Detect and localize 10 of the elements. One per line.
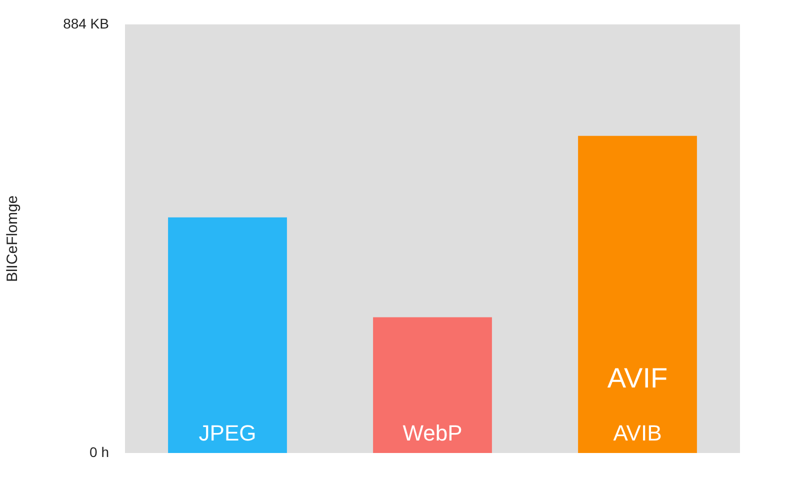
x-tick-label: AVIB [613, 420, 662, 446]
bar [373, 317, 492, 453]
x-tick-label: JPEG [198, 420, 256, 446]
bar [578, 136, 697, 453]
annotation: AVIF [607, 362, 668, 394]
y-axis-title: BlICeFlomge [4, 195, 22, 282]
y-tick-label: 884 KB [63, 15, 109, 32]
bar [168, 217, 287, 453]
y-tick-label: 0 h [90, 444, 109, 460]
x-tick-label: WebP [402, 420, 462, 446]
